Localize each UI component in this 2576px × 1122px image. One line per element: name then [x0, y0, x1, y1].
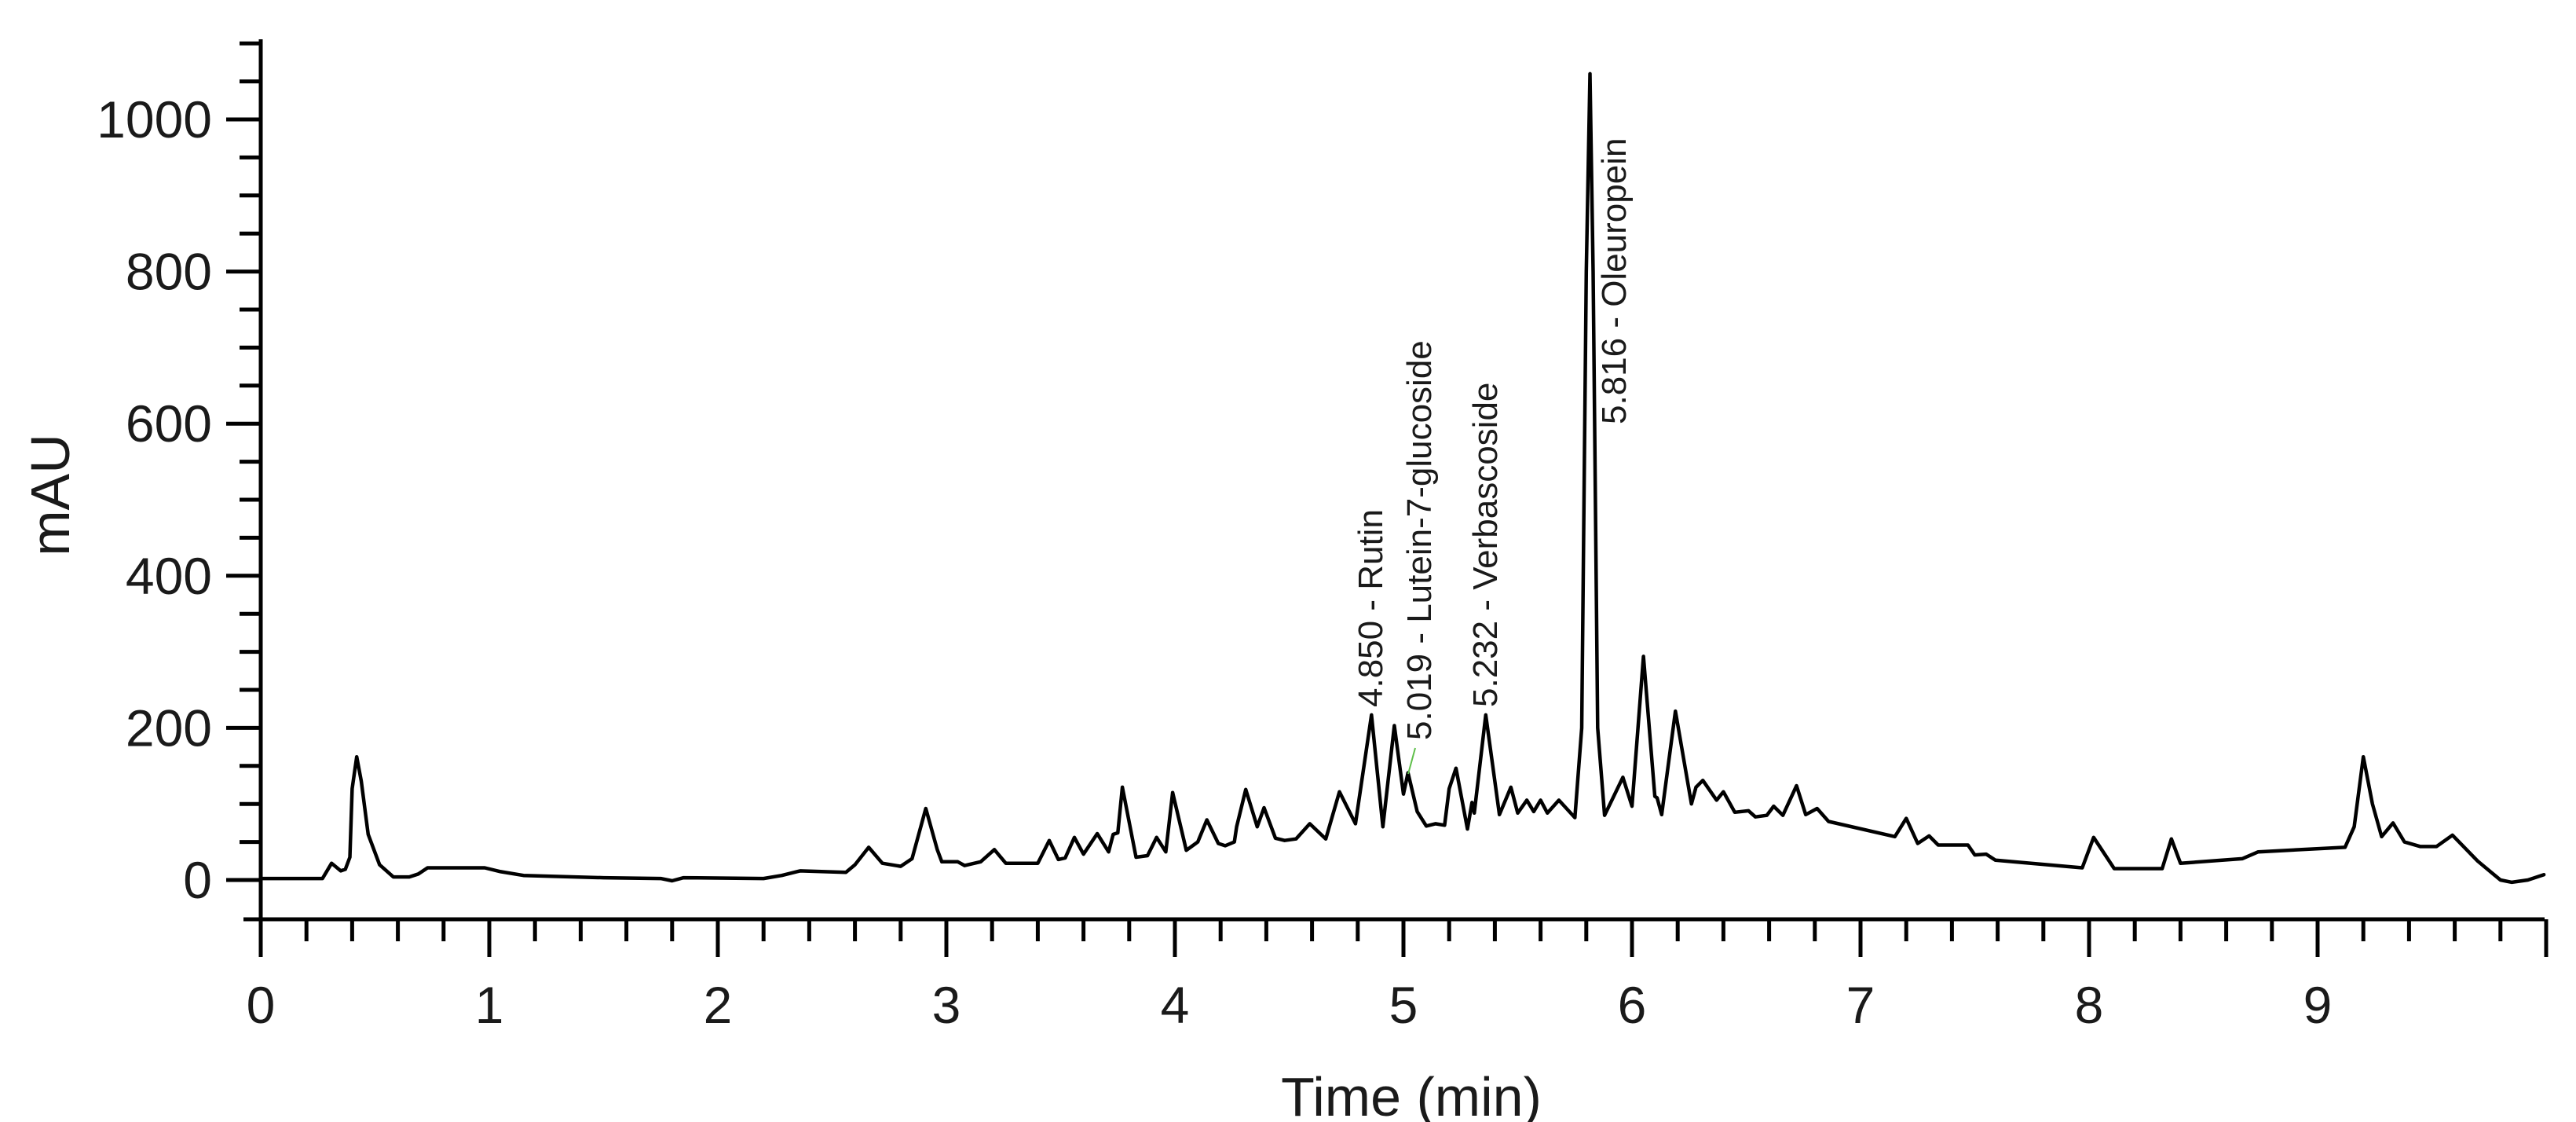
peak-annotations: 4.850 - Rutin 5.019 - Lutein-7-glucoside 5…	[1352, 138, 1634, 775]
peak-label: 5.232 - Verbascoside	[1466, 383, 1505, 707]
y-tick-label: 600	[126, 394, 212, 453]
peak-label: 5.816 - Oleuropein	[1595, 138, 1634, 424]
y-tick-label: 400	[126, 547, 212, 605]
y-tick-label: 800	[126, 243, 212, 301]
x-tick-label: 4	[1161, 976, 1190, 1034]
plot-area	[258, 72, 2546, 885]
x-axis: 0 1 2 3 4 5 6 7 8 9	[243, 917, 2549, 1034]
x-tick-label: 6	[1618, 976, 1647, 1034]
x-tick-label: 3	[932, 976, 961, 1034]
y-tick-label: 1000	[97, 90, 212, 148]
x-tick-label: 9	[2303, 976, 2333, 1034]
x-tick-label: 5	[1389, 976, 1418, 1034]
peak-label: 5.019 - Lutein-7-glucoside	[1400, 340, 1439, 740]
x-axis-title: Time (min)	[1281, 1066, 1542, 1122]
y-axis-title: mAU	[20, 434, 81, 556]
y-axis: 0 200 400 600 800 1000	[97, 39, 263, 955]
x-tick-label: 8	[2075, 976, 2104, 1034]
x-tick-label: 1	[475, 976, 504, 1034]
peak-label: 4.850 - Rutin	[1352, 509, 1390, 707]
annotation-leader-line	[1407, 747, 1416, 775]
y-tick-label: 200	[126, 698, 212, 757]
x-tick-label: 7	[1846, 976, 1875, 1034]
y-tick-label: 0	[183, 851, 212, 909]
chromatogram-trace	[258, 72, 2546, 885]
x-tick-label: 0	[247, 976, 276, 1034]
x-tick-label: 2	[704, 976, 733, 1034]
